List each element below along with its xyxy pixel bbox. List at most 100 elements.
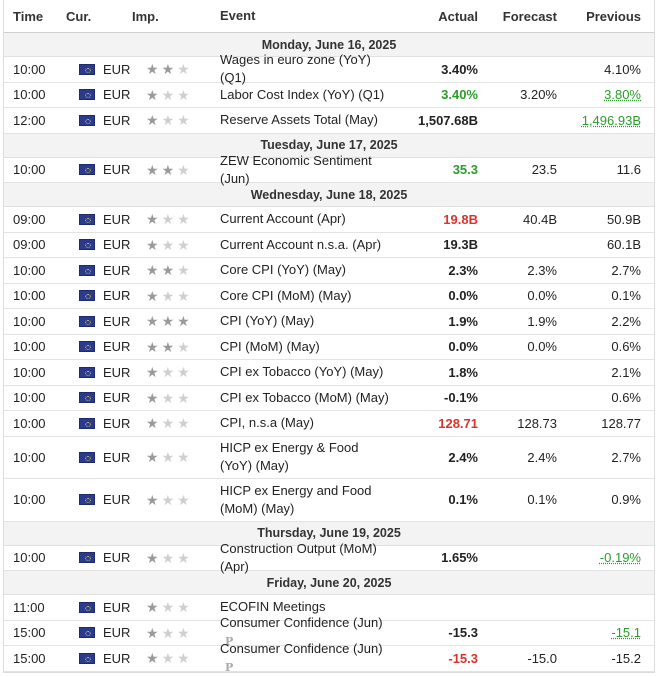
- event-row[interactable]: 10:00 EUR ★ ★ ★ Wages in euro zone (YoY) (Q1)…: [4, 52, 654, 85]
- event-name[interactable]: HICP ex Energy & Food (YoY) (May): [220, 440, 359, 474]
- event-name-cell[interactable]: Wages in euro zone (YoY) (Q1): [220, 51, 391, 87]
- event-row[interactable]: 09:00 EUR ★ ★ ★ Current Account n.s.a. (Apr) 1…: [4, 232, 654, 258]
- event-name-cell[interactable]: CPI, n.s.a (May): [220, 414, 391, 432]
- event-name-cell[interactable]: CPI (YoY) (May): [220, 312, 391, 330]
- event-name[interactable]: Wages in euro zone (YoY) (Q1): [220, 52, 371, 86]
- event-name[interactable]: ZEW Economic Sentiment (Jun): [220, 152, 372, 186]
- previous-value: 0.6%: [557, 339, 641, 354]
- event-name-cell[interactable]: Reserve Assets Total (May): [220, 111, 391, 129]
- event-row[interactable]: 10:00 EUR ★ ★ ★ Core CPI (MoM) (May) 0.0% 0.0% 0…: [4, 283, 654, 309]
- event-row[interactable]: 10:00 EUR ★ ★ ★ Core CPI (YoY) (May) 2.3% 2.3% 2…: [4, 258, 654, 284]
- event-name[interactable]: Labor Cost Index (YoY) (Q1): [220, 86, 385, 102]
- importance-stars: ★ ★ ★: [132, 289, 220, 303]
- event-currency: EUR: [66, 62, 132, 77]
- currency-code: EUR: [103, 288, 131, 304]
- event-name-cell[interactable]: Consumer Confidence (Jun) P: [220, 640, 391, 677]
- event-row[interactable]: 11:00 EUR ★ ★ ★ ECOFIN Meetings: [4, 595, 654, 621]
- star-icon: ★: [177, 313, 190, 330]
- event-name[interactable]: Consumer Confidence (Jun): [220, 640, 383, 656]
- event-row[interactable]: 10:00 EUR ★ ★ ★ CPI ex Tobacco (MoM) (May) -0.…: [4, 385, 654, 411]
- event-row[interactable]: 10:00 EUR ★ ★ ★ CPI (MoM) (May) 0.0% 0.0% 0.6%: [4, 334, 654, 360]
- event-name-cell[interactable]: Construction Output (MoM) (Apr): [220, 540, 391, 576]
- event-row[interactable]: 10:00 EUR ★ ★ ★ Construction Output (MoM) (Ap…: [4, 541, 654, 574]
- star-icon: ★: [146, 415, 159, 432]
- event-name-cell[interactable]: HICP ex Energy & Food (YoY) (May): [220, 439, 391, 475]
- event-row[interactable]: 10:00 EUR ★ ★ ★ Labor Cost Index (YoY) (Q1) 3.…: [4, 82, 654, 108]
- header-previous[interactable]: Previous: [586, 8, 641, 24]
- event-row[interactable]: 10:00 EUR ★ ★ ★ HICP ex Energy and Food (MoM)…: [4, 479, 654, 522]
- event-name[interactable]: CPI (YoY) (May): [220, 313, 315, 329]
- actual-value: 3.40%: [441, 87, 478, 103]
- event-name-cell[interactable]: CPI (MoM) (May): [220, 338, 391, 356]
- star-icon: ★: [146, 364, 159, 381]
- header-forecast[interactable]: Forecast: [502, 8, 557, 24]
- event-name[interactable]: Reserve Assets Total (May): [220, 112, 378, 128]
- star-icon: ★: [161, 86, 175, 103]
- event-name[interactable]: Construction Output (MoM) (Apr): [220, 540, 377, 574]
- event-row[interactable]: 09:00 EUR ★ ★ ★ Current Account (Apr) 19.8B 40.…: [4, 207, 654, 233]
- star-icon: ★: [177, 491, 190, 508]
- actual-value: 19.3B: [443, 237, 478, 253]
- event-name-cell[interactable]: HICP ex Energy and Food (MoM) (May): [220, 482, 391, 518]
- event-name-cell[interactable]: Current Account (Apr): [220, 210, 391, 228]
- event-row[interactable]: 10:00 EUR ★ ★ ★ ZEW Economic Sentiment (Jun) 3…: [4, 153, 654, 186]
- event-name-cell[interactable]: Core CPI (YoY) (May): [220, 261, 391, 279]
- forecast-value: -15.0: [527, 650, 557, 666]
- event-row[interactable]: 15:00 EUR ★ ★ ★ Consumer Confidence (Jun)P -15…: [4, 615, 654, 648]
- header-time[interactable]: Time: [13, 8, 44, 24]
- event-name[interactable]: Consumer Confidence (Jun): [220, 615, 383, 631]
- currency-code: EUR: [103, 313, 131, 329]
- actual-value: -0.1%: [444, 390, 478, 406]
- event-name-cell[interactable]: ECOFIN Meetings: [220, 598, 391, 616]
- event-name[interactable]: Core CPI (MoM) (May): [220, 287, 352, 303]
- event-name[interactable]: Current Account n.s.a. (Apr): [220, 236, 382, 252]
- event-name[interactable]: CPI ex Tobacco (YoY) (May): [220, 364, 384, 380]
- event-currency: EUR: [66, 416, 132, 431]
- event-name-cell[interactable]: Core CPI (MoM) (May): [220, 287, 391, 305]
- event-row[interactable]: 10:00 EUR ★ ★ ★ CPI (YoY) (May) 1.9% 1.9% 2.2%: [4, 309, 654, 335]
- star-icon: ★: [177, 599, 190, 616]
- previous-value-text: 60.1B: [607, 237, 641, 253]
- event-name-cell[interactable]: CPI ex Tobacco (MoM) (May): [220, 389, 391, 407]
- importance-stars: ★ ★ ★: [132, 391, 220, 405]
- header-actual[interactable]: Actual: [438, 8, 478, 24]
- star-icon: ★: [161, 389, 175, 406]
- event-name-cell[interactable]: Consumer Confidence (Jun) P: [220, 614, 391, 651]
- importance-stars: ★ ★ ★: [132, 600, 220, 614]
- event-row[interactable]: 10:00 EUR ★ ★ ★ CPI ex Tobacco (YoY) (May) 1.8…: [4, 360, 654, 386]
- event-name-cell[interactable]: ZEW Economic Sentiment (Jun): [220, 152, 391, 188]
- previous-value: 2.2%: [557, 314, 641, 329]
- event-currency: EUR: [66, 600, 132, 615]
- forecast-value: 40.4B: [523, 211, 557, 227]
- event-row[interactable]: 15:00 EUR ★ ★ ★ Consumer Confidence (Jun)P -15…: [4, 641, 654, 674]
- event-name[interactable]: CPI, n.s.a (May): [220, 415, 314, 431]
- star-icon: ★: [177, 211, 190, 228]
- previous-value: 2.1%: [557, 365, 641, 380]
- importance-stars: ★ ★ ★: [132, 340, 220, 354]
- importance-stars: ★ ★ ★: [132, 493, 220, 507]
- header-event[interactable]: Event: [220, 8, 256, 23]
- event-row[interactable]: 10:00 EUR ★ ★ ★ CPI, n.s.a (May) 128.71 128.73 1…: [4, 411, 654, 437]
- event-name[interactable]: Current Account (Apr): [220, 211, 346, 227]
- event-name[interactable]: Core CPI (YoY) (May): [220, 262, 346, 278]
- event-name-cell[interactable]: Labor Cost Index (YoY) (Q1): [220, 86, 391, 104]
- star-icon: ★: [161, 211, 175, 228]
- event-name[interactable]: HICP ex Energy and Food (MoM) (May): [220, 482, 372, 516]
- event-row[interactable]: 12:00 EUR ★ ★ ★ Reserve Assets Total (May) 1,5…: [4, 108, 654, 134]
- header-currency[interactable]: Cur.: [66, 8, 92, 24]
- star-icon: ★: [161, 313, 175, 330]
- event-name-cell[interactable]: CPI ex Tobacco (YoY) (May): [220, 363, 391, 381]
- event-name[interactable]: ECOFIN Meetings: [220, 599, 326, 615]
- importance-stars: ★ ★ ★: [132, 113, 220, 127]
- header-importance[interactable]: Imp.: [132, 8, 159, 24]
- event-name-cell[interactable]: Current Account n.s.a. (Apr): [220, 236, 391, 254]
- event-currency: EUR: [66, 492, 132, 507]
- previous-value: -15.1: [557, 625, 641, 640]
- event-name[interactable]: CPI ex Tobacco (MoM) (May): [220, 389, 389, 405]
- event-row[interactable]: 10:00 EUR ★ ★ ★ HICP ex Energy & Food (YoY) (…: [4, 436, 654, 479]
- importance-stars: ★ ★ ★: [132, 314, 220, 328]
- forecast-value: 23.5: [531, 162, 557, 178]
- actual-value: 1.8%: [448, 364, 478, 380]
- event-name[interactable]: CPI (MoM) (May): [220, 338, 320, 354]
- star-icon: ★: [161, 415, 175, 432]
